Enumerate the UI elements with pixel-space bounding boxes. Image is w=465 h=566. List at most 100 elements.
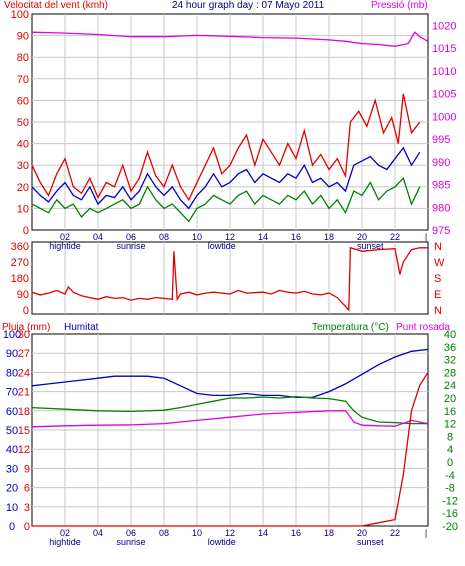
series-line-green — [31, 176, 421, 223]
humidity-label: Humitat — [64, 322, 99, 333]
y-tick-label-temperature: 28 — [444, 367, 456, 379]
x-tick-label: 06 — [126, 528, 136, 538]
y-tick-label-rain: 18 — [18, 406, 30, 418]
y-tick-label-temperature: 12 — [444, 419, 456, 431]
event-label-lowtide: lowtide — [208, 241, 236, 251]
y-tick-label-temperature: 36 — [444, 342, 456, 354]
y-tick-label-temperature: -20 — [442, 521, 458, 533]
event-label-sunset: sunset — [357, 241, 384, 251]
series-line-wind — [31, 93, 421, 202]
direction-label-N: N — [434, 241, 442, 253]
y-tick-label-humidity: 50 — [6, 425, 18, 437]
x-tick-label: | — [425, 528, 427, 538]
y-tick-label-direction: 0 — [23, 305, 29, 317]
y-tick-label-rain: 15 — [18, 425, 30, 437]
y-tick-label-pressure: 1005 — [432, 89, 456, 101]
y-tick-label-rain: 9 — [24, 463, 30, 475]
y-tick-label-humidity: 10 — [6, 502, 18, 514]
y-tick-label-temperature: 8 — [447, 431, 453, 443]
y-tick-label-rain: 30 — [18, 329, 30, 341]
y-tick-label-rain: 6 — [24, 483, 30, 495]
series-line-direction — [31, 246, 428, 312]
series-line-rain — [32, 372, 429, 527]
event-label-sunrise: sunrise — [116, 241, 145, 251]
rain-label: Pluja (mm) — [2, 322, 51, 333]
y-tick-label-direction: 90 — [17, 289, 29, 301]
x-tick-label: 10 — [192, 232, 202, 242]
x-tick-label: 08 — [159, 528, 169, 538]
y-tick-label-pressure: 995 — [432, 134, 450, 146]
x-tick-label: 04 — [93, 232, 103, 242]
x-tick-label: 14 — [258, 528, 268, 538]
y-tick-label-wind: 10 — [17, 203, 29, 215]
y-tick-label-wind: 40 — [17, 139, 29, 151]
graph-title: 24 hour graph day : 07 Mayo 2011 — [172, 0, 325, 11]
series-line-temperature — [31, 410, 429, 428]
y-tick-label-direction: 360 — [11, 241, 29, 253]
dewpoint-label: Punt rosada — [396, 322, 450, 333]
x-tick-label: 10 — [192, 528, 202, 538]
y-tick-label-humidity: 20 — [6, 483, 18, 495]
y-tick-label-wind: 0 — [23, 225, 29, 237]
event-label-sunset: sunset — [357, 537, 384, 547]
y-tick-label-humidity: 40 — [6, 444, 18, 456]
wind-speed-label: Velocitat del vent (kmh) — [4, 0, 108, 11]
y-tick-label-rain: 3 — [24, 502, 30, 514]
y-tick-label-direction: 180 — [11, 273, 29, 285]
y-tick-label-wind: 60 — [17, 95, 29, 107]
y-tick-label-pressure: 1015 — [432, 43, 456, 55]
y-tick-label-wind: 90 — [17, 31, 29, 43]
y-tick-label-temperature: -16 — [442, 508, 458, 520]
y-tick-label-temperature: 24 — [444, 380, 456, 392]
x-tick-label: 22 — [390, 232, 400, 242]
y-tick-label-rain: 0 — [24, 521, 30, 533]
y-tick-label-pressure: 1010 — [432, 66, 456, 78]
series-line-blue — [31, 146, 421, 210]
x-tick-label: | — [425, 232, 427, 242]
direction-label-E: E — [434, 289, 441, 301]
temperature-label: Temperatura (°C) — [312, 322, 389, 333]
event-label-hightide: hightide — [49, 537, 81, 547]
y-tick-label-humidity: 90 — [6, 348, 18, 360]
y-tick-label-temperature: 32 — [444, 355, 456, 367]
x-tick-label: 18 — [324, 528, 334, 538]
y-tick-label-wind: 20 — [17, 182, 29, 194]
y-tick-label-humidity: 0 — [9, 521, 15, 533]
y-tick-label-temperature: 0 — [447, 457, 453, 469]
y-tick-label-temperature: 16 — [444, 406, 456, 418]
y-tick-label-rain: 24 — [18, 367, 30, 379]
x-tick-label: 18 — [324, 232, 334, 242]
y-tick-label-wind: 30 — [17, 160, 29, 172]
y-tick-label-pressure: 990 — [432, 157, 450, 169]
event-label-sunrise: sunrise — [116, 537, 145, 547]
x-tick-label: 12 — [225, 232, 235, 242]
x-tick-label: 08 — [159, 232, 169, 242]
x-tick-label: 20 — [357, 528, 367, 538]
y-tick-label-pressure: 1000 — [432, 111, 456, 123]
y-tick-label-rain: 12 — [18, 444, 30, 456]
y-tick-label-wind: 100 — [11, 9, 29, 21]
y-tick-label-temperature: -12 — [442, 495, 458, 507]
pressure-label: Pressió (mb) — [371, 0, 428, 11]
y-tick-label-temperature: 4 — [447, 444, 453, 456]
event-label-lowtide: lowtide — [208, 537, 236, 547]
y-tick-label-direction: 270 — [11, 257, 29, 269]
direction-label-S: S — [434, 273, 441, 285]
y-tick-label-rain: 21 — [18, 387, 30, 399]
direction-label-N: N — [434, 305, 442, 317]
event-label-hightide: hightide — [49, 241, 81, 251]
x-tick-label: 06 — [126, 232, 136, 242]
x-tick-label: 12 — [225, 528, 235, 538]
direction-label-W: W — [434, 257, 445, 269]
x-tick-label: 14 — [258, 232, 268, 242]
y-tick-label-temperature: -4 — [445, 470, 455, 482]
y-tick-label-pressure: 980 — [432, 202, 450, 214]
y-tick-label-humidity: 70 — [6, 387, 18, 399]
y-tick-label-pressure: 985 — [432, 180, 450, 192]
x-tick-label: 20 — [357, 232, 367, 242]
x-tick-label: 16 — [291, 232, 301, 242]
y-tick-label-temperature: -8 — [445, 483, 455, 495]
y-tick-label-wind: 80 — [17, 52, 29, 64]
